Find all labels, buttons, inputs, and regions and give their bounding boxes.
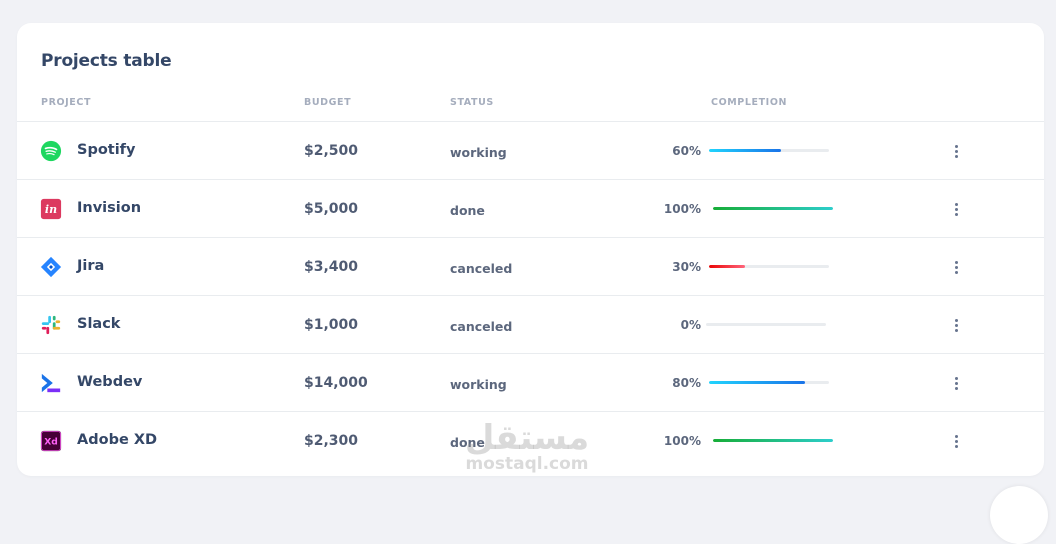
completion-percent: 100% [663, 202, 701, 216]
card-title: Projects table [41, 51, 172, 71]
invision-logo: in [40, 198, 62, 220]
project-status: canceled [450, 261, 513, 276]
more-vertical-icon-dot [954, 207, 958, 211]
more-vertical-icon [954, 318, 958, 322]
project-budget: $2,500 [304, 143, 359, 159]
adobe-xd-logo: Xd [40, 430, 62, 452]
table-row: Slack $1,000 canceled 0% [17, 296, 1044, 354]
project-status: canceled [450, 319, 513, 334]
completion-bar-fill [713, 439, 833, 442]
more-vertical-icon [954, 144, 958, 148]
row-menu-button[interactable] [946, 314, 966, 336]
more-vertical-icon [954, 260, 958, 264]
project-status: working [450, 377, 507, 392]
more-vertical-icon-dot [954, 323, 958, 327]
table-row: Jira $3,400 canceled 30% [17, 238, 1044, 296]
more-vertical-icon-dot [954, 265, 958, 269]
more-vertical-icon-dot [954, 444, 958, 448]
spotify-logo [40, 140, 62, 162]
row-menu-button[interactable] [946, 140, 966, 162]
row-menu-button[interactable] [946, 430, 966, 452]
row-menu-button[interactable] [946, 198, 966, 220]
completion-percent: 60% [672, 144, 701, 158]
completion-percent: 0% [680, 318, 701, 332]
completion-bar [713, 207, 833, 210]
table-header: PROJECT BUDGET STATUS COMPLETION [17, 93, 1044, 122]
project-name: Invision [77, 200, 142, 216]
project-name: Adobe XD [77, 432, 158, 448]
completion-bar [709, 149, 829, 152]
project-budget: $1,000 [304, 317, 359, 333]
completion-bar-fill [713, 207, 833, 210]
table-row: in Invision $5,000 done 100% [17, 180, 1044, 238]
row-menu-button[interactable] [946, 372, 966, 394]
more-vertical-icon-dot [954, 154, 958, 158]
more-vertical-icon-dot [954, 270, 958, 274]
more-vertical-icon [954, 202, 958, 206]
jira-logo [40, 256, 62, 278]
webdev-logo [40, 372, 62, 394]
project-budget: $2,300 [304, 433, 359, 449]
project-name: Slack [77, 316, 121, 332]
project-name: Jira [77, 258, 105, 274]
column-header-project: PROJECT [41, 97, 92, 108]
more-vertical-icon-dot [954, 212, 958, 216]
completion-percent: 30% [672, 260, 701, 274]
project-status: done [450, 203, 485, 218]
row-menu-button[interactable] [946, 256, 966, 278]
project-budget: $3,400 [304, 259, 359, 275]
more-vertical-icon-dot [954, 149, 958, 153]
completion-percent: 80% [672, 376, 701, 390]
more-vertical-icon-dot [954, 381, 958, 385]
completion-bar-fill [709, 381, 805, 384]
table-row: Xd Adobe XD $2,300 done 100% [17, 412, 1044, 469]
completion-bar-fill [709, 149, 781, 152]
completion-bar [709, 381, 829, 384]
column-header-completion: COMPLETION [711, 97, 788, 108]
table-row: Spotify $2,500 working 60% [17, 122, 1044, 180]
projects-card: Projects table PROJECT BUDGET STATUS COM… [17, 23, 1044, 476]
more-vertical-icon-dot [954, 328, 958, 332]
completion-bar [706, 323, 826, 326]
more-vertical-icon [954, 434, 958, 438]
table-row: Webdev $14,000 working 80% [17, 354, 1044, 412]
project-name: Webdev [77, 374, 143, 390]
project-budget: $5,000 [304, 201, 359, 217]
completion-percent: 100% [663, 434, 701, 448]
completion-bar-fill [709, 265, 745, 268]
slack-logo [40, 314, 62, 336]
column-header-status: STATUS [450, 97, 494, 108]
project-name: Spotify [77, 142, 136, 158]
column-header-budget: BUDGET [304, 97, 352, 108]
project-budget: $14,000 [304, 375, 368, 391]
more-vertical-icon-dot [954, 386, 958, 390]
svg-text:in: in [45, 203, 57, 216]
more-vertical-icon [954, 376, 958, 380]
more-vertical-icon-dot [954, 439, 958, 443]
project-status: working [450, 145, 507, 160]
completion-bar [709, 265, 829, 268]
completion-bar [713, 439, 833, 442]
svg-text:Xd: Xd [44, 437, 58, 448]
project-status: done [450, 435, 485, 450]
